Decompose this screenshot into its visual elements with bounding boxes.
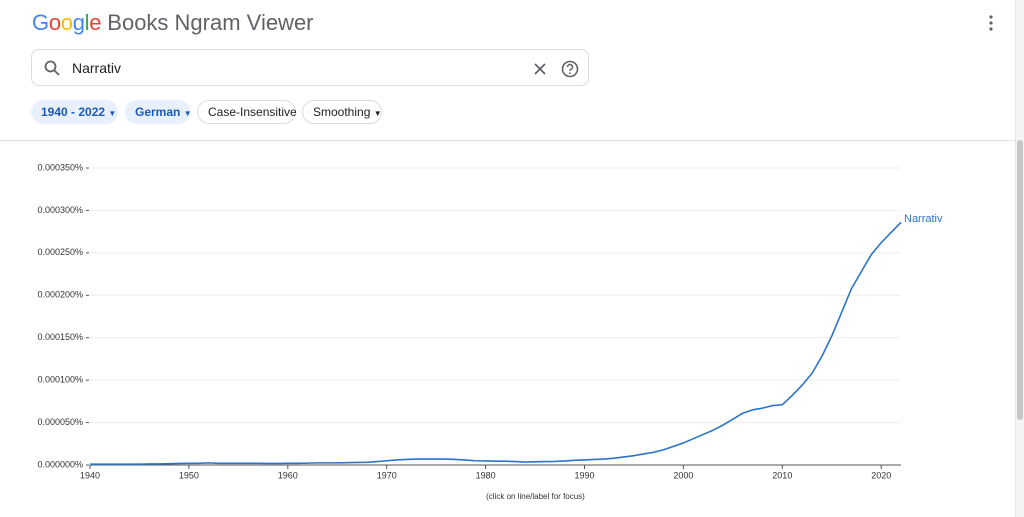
x-tick-label: 2000	[673, 470, 693, 480]
scrollbar-thumb[interactable]	[1017, 140, 1023, 420]
search-box[interactable]: Narrativ	[31, 49, 589, 86]
x-tick-label: 1950	[179, 470, 199, 480]
y-tick-label: 0.000300%	[37, 205, 83, 215]
x-tick-label: 2010	[772, 470, 792, 480]
y-tick-label: 0.000000%	[37, 459, 83, 469]
x-tick-label: 1940	[80, 470, 100, 480]
case-chip[interactable]: Case-Insensitive	[197, 100, 297, 124]
y-tick-label: 0.000150%	[37, 332, 83, 342]
header: Google Books Ngram Viewer	[32, 10, 314, 36]
series-line	[90, 221, 902, 465]
help-icon[interactable]	[561, 60, 579, 78]
smoothing-chip[interactable]: Smoothing ▼	[302, 100, 382, 124]
clear-icon[interactable]	[533, 62, 547, 76]
date-range-chip[interactable]: 1940 - 2022 ▼	[31, 100, 118, 124]
y-tick-label: 0.000250%	[37, 247, 83, 257]
chip-label: Smoothing	[313, 105, 371, 119]
axis-note: (click on line/label for focus)	[486, 492, 585, 501]
app-title: Books Ngram Viewer	[107, 10, 314, 35]
logo[interactable]: Google	[32, 10, 102, 35]
search-query[interactable]: Narrativ	[72, 60, 122, 76]
x-tick-label: 1960	[278, 470, 298, 480]
divider	[0, 140, 1015, 141]
x-tick-label: 1980	[476, 470, 496, 480]
search-icon	[44, 60, 60, 76]
x-tick-label: 2020	[871, 470, 891, 480]
chart: 0.000000% 0.000050% 0.000100% 0.000150% 0.00…	[37, 162, 943, 501]
chip-label: German	[135, 105, 181, 119]
series-label[interactable]: Narrativ	[904, 213, 943, 225]
language-chip[interactable]: German ▼	[125, 100, 192, 124]
y-tick-label: 0.000100%	[37, 375, 83, 385]
y-tick-label: 0.000200%	[37, 290, 83, 300]
y-tick-label: 0.000350%	[37, 162, 83, 172]
menu-icon[interactable]	[988, 14, 994, 32]
chip-label: 1940 - 2022	[41, 105, 106, 119]
chip-label: Case-Insensitive	[208, 105, 297, 119]
y-tick-label: 0.000050%	[37, 417, 83, 427]
x-tick-label: 1970	[377, 470, 397, 480]
x-tick-label: 1990	[574, 470, 594, 480]
